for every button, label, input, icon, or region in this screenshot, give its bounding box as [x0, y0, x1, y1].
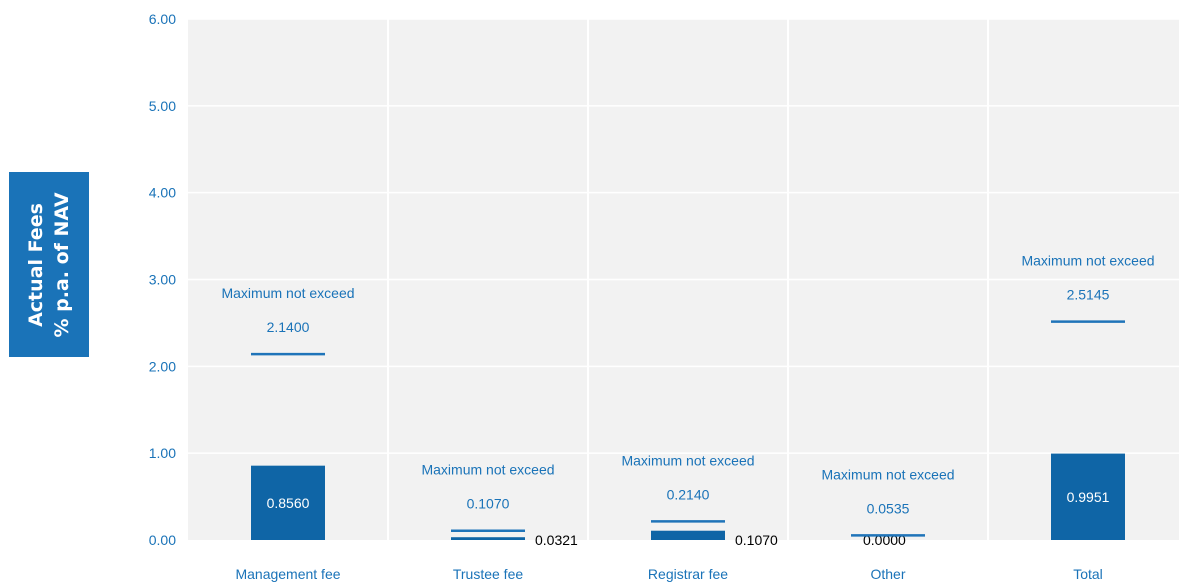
y-tick-label: 2.00 [149, 358, 176, 374]
y-tick-label: 6.00 [149, 11, 176, 27]
max-caption-label: Maximum not exceed [621, 452, 754, 468]
fee-bar [651, 530, 725, 540]
x-tick-label: Trustee fee [453, 566, 524, 582]
bar-value-label: 0.1070 [735, 532, 778, 548]
max-caption-label: Maximum not exceed [1021, 253, 1154, 269]
bar-value-label: 0.0321 [535, 532, 578, 548]
y-tick-label: 3.00 [149, 272, 176, 288]
fee-bar [451, 537, 525, 540]
fee-bar [251, 465, 325, 540]
max-caption-label: Maximum not exceed [421, 462, 554, 478]
x-tick-label: Registrar fee [648, 566, 728, 582]
y-tick-label: 0.00 [149, 532, 176, 548]
bar-value-label: 0.9951 [1067, 489, 1110, 505]
chart-marks: Management fee 0.8560 Maximum not exceed 2.… [221, 253, 1154, 582]
bar-value-label: 0.8560 [267, 495, 310, 511]
x-tick-label: Management fee [235, 566, 340, 582]
max-caption-label: Maximum not exceed [221, 285, 354, 301]
max-value-label: 0.0535 [867, 500, 910, 516]
y-tick-label: 4.00 [149, 185, 176, 201]
max-value-label: 0.2140 [667, 486, 710, 502]
x-tick-label: Other [870, 566, 905, 582]
y-tick-label: 1.00 [149, 445, 176, 461]
x-tick-label: Total [1073, 566, 1103, 582]
fee-bar [1051, 453, 1125, 540]
plot-area: 0.00 1.00 2.00 3.00 4.00 5.00 6.00 [149, 11, 1179, 548]
y-tick-label: 5.00 [149, 98, 176, 114]
max-value-label: 2.1400 [267, 319, 310, 335]
max-caption-label: Maximum not exceed [821, 466, 954, 482]
y-axis-label-box: Actual Fees % p.a. of NAV [9, 172, 89, 357]
max-value-label: 2.5145 [1067, 287, 1110, 303]
max-value-label: 0.1070 [467, 496, 510, 512]
